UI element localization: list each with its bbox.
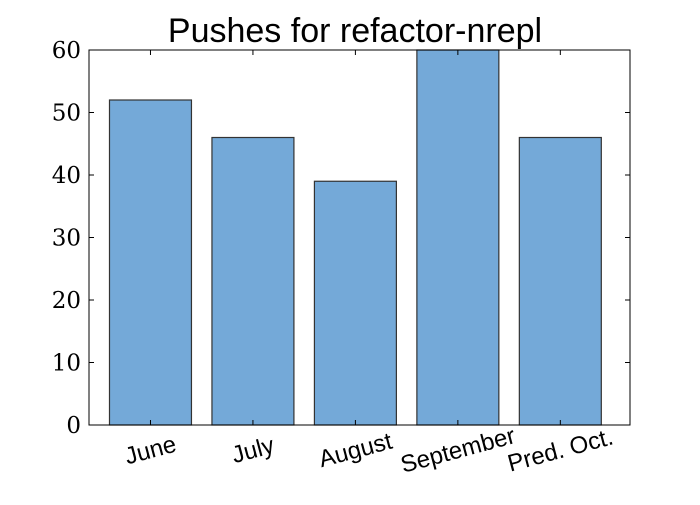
y-tick-label: 20 <box>52 288 81 314</box>
bar-june <box>108 99 193 426</box>
bars-group <box>108 49 602 426</box>
x-tick-label-july: July <box>229 432 277 469</box>
x-tick-label-september: September <box>398 422 518 478</box>
bar-august <box>313 180 397 426</box>
chart-title: Pushes for refactor-nrepl <box>168 12 542 50</box>
x-tick-label-august: August <box>316 428 395 474</box>
y-tick-labels: 0 10 20 30 40 50 60 <box>52 38 81 439</box>
y-tick-label: 50 <box>52 101 81 127</box>
y-tick-label: 40 <box>52 163 81 189</box>
x-tick-label-pred-oct: Pred. Oct. <box>505 423 616 477</box>
y-tick-label: 60 <box>52 38 81 64</box>
x-tick-label-june: June <box>122 431 179 471</box>
y-tick-label: 0 <box>66 413 81 439</box>
y-tick-label: 10 <box>52 351 81 377</box>
bar-july <box>211 136 295 426</box>
y-tick-label: 30 <box>52 226 81 252</box>
bar-september <box>416 49 500 426</box>
bar-pred-oct <box>518 136 602 426</box>
axes-frame <box>88 49 631 426</box>
